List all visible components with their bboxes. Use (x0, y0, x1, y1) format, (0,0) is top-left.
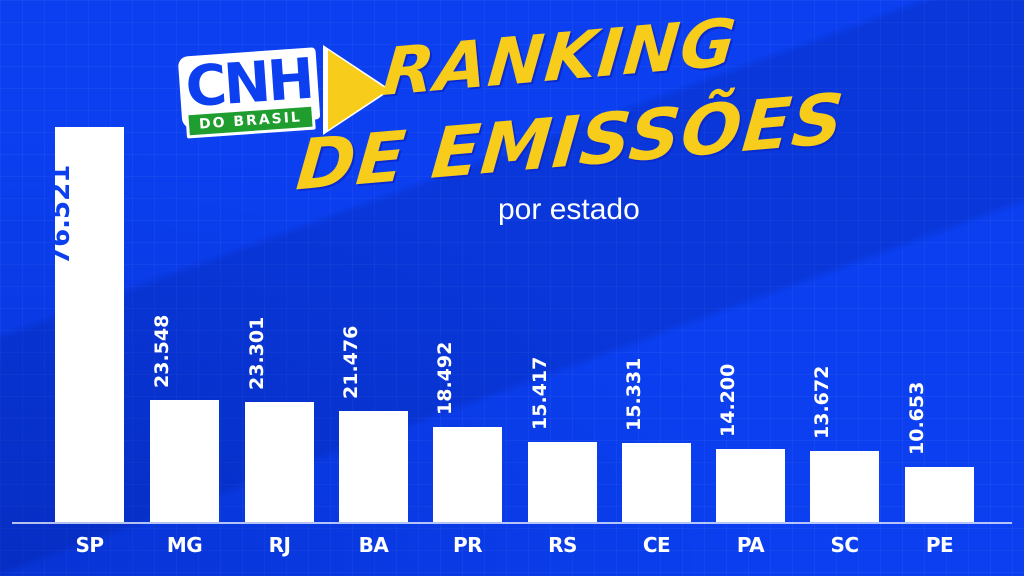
value-text: 23.548 (151, 314, 173, 388)
category-label-pe: PE (925, 533, 954, 557)
category-label-sp: SP (75, 533, 104, 557)
value-text: 15.417 (529, 356, 551, 430)
category-label-pr: PR (452, 533, 483, 557)
bar-mg (150, 400, 219, 522)
value-text: 14.200 (717, 363, 739, 437)
bar-sp (55, 127, 124, 522)
value-text: 21.476 (340, 325, 362, 399)
bar-ba (339, 411, 408, 522)
value-text: 18.492 (434, 341, 456, 415)
bar-rj (245, 402, 314, 522)
logo-arrow-icon (328, 50, 388, 130)
category-label-pa: PA (736, 533, 765, 557)
bar-pr (433, 427, 502, 522)
bar-pa (716, 449, 785, 522)
value-text: 15.331 (623, 357, 645, 431)
category-label-ba: BA (358, 533, 389, 557)
value-text: 23.301 (246, 316, 268, 390)
value-text: 76.521 (46, 164, 76, 265)
value-text: 10.653 (906, 381, 928, 455)
value-text: 13.672 (811, 365, 833, 439)
bar-rs (528, 442, 597, 522)
chart-baseline (12, 522, 1012, 524)
category-label-rj: RJ (268, 533, 291, 557)
bar-ce (622, 443, 691, 522)
subtitle: por estado (498, 193, 640, 226)
category-label-mg: MG (166, 533, 203, 557)
category-label-rs: RS (548, 533, 577, 557)
cnh-do-brasil-logo: CNH DO BRASIL (177, 45, 410, 143)
bar-sc (810, 451, 879, 522)
category-label-sc: SC (830, 533, 859, 557)
category-label-ce: CE (642, 533, 671, 557)
bar-pe (905, 467, 974, 522)
